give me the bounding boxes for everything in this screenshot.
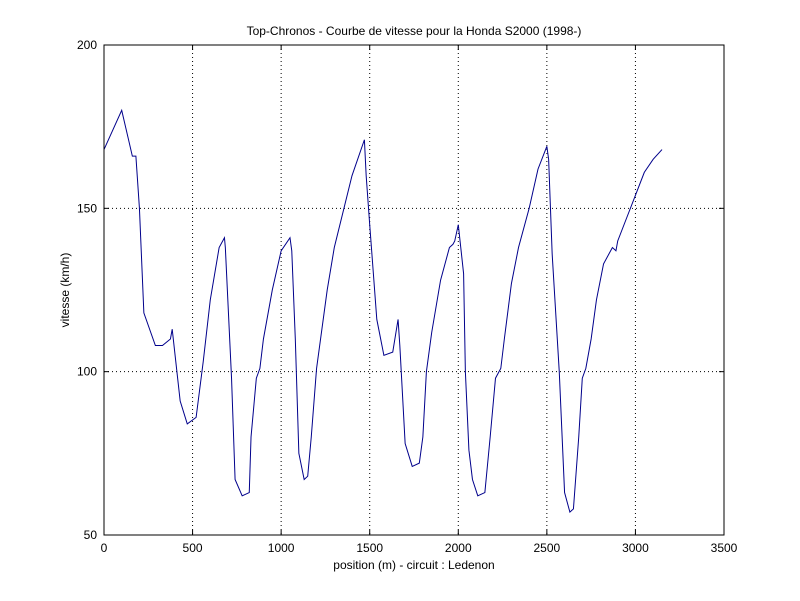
- y-tick-label: 50: [84, 528, 98, 542]
- x-tick-label: 1000: [268, 541, 295, 555]
- x-tick-label: 500: [183, 541, 203, 555]
- plot-frame: [103, 44, 725, 536]
- y-axis-label: vitesse (km/h): [58, 253, 72, 328]
- y-tick-labels: 50 100 150 200: [77, 38, 97, 542]
- x-tick-label: 0: [101, 541, 108, 555]
- grid-lines: [104, 45, 724, 535]
- x-tick-label: 3000: [622, 541, 649, 555]
- plot-area: [104, 45, 724, 535]
- x-axis-label: position (m) - circuit : Ledenon: [333, 558, 494, 572]
- x-tick-label: 3500: [711, 541, 738, 555]
- axis-ticks: [103, 44, 725, 536]
- x-tick-label: 2500: [534, 541, 561, 555]
- speed-series-line: [103, 108, 663, 514]
- chart-title: Top-Chronos - Courbe de vitesse pour la …: [247, 24, 582, 38]
- y-tick-label: 200: [77, 38, 97, 52]
- y-tick-label: 100: [77, 365, 97, 379]
- x-tick-label: 2000: [445, 541, 472, 555]
- x-tick-label: 1500: [356, 541, 383, 555]
- x-tick-labels: 0 500 1000 1500 2000 2500 3000 3500: [101, 541, 738, 555]
- y-tick-label: 150: [77, 201, 97, 215]
